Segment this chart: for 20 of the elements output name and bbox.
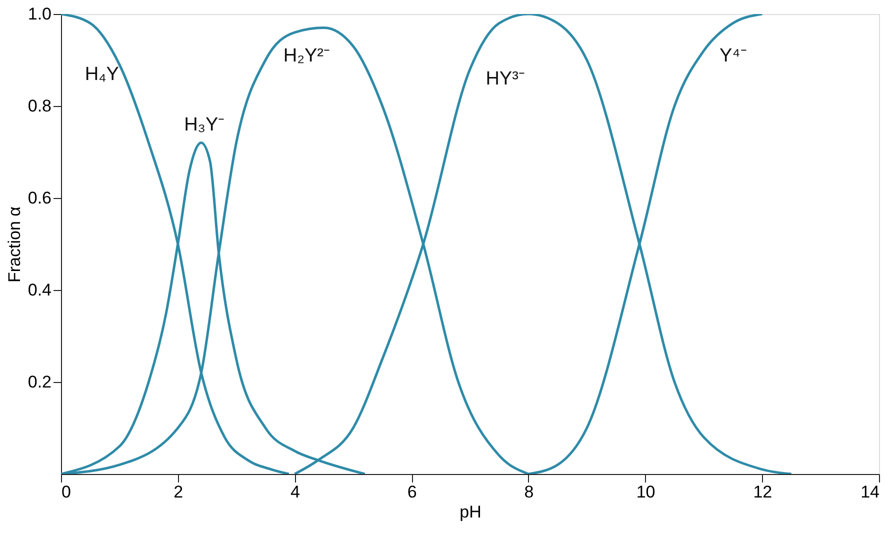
x-axis-title: pH: [460, 502, 482, 522]
series-label: H₄Y: [84, 64, 120, 85]
series-label: HY³⁻: [486, 68, 524, 90]
y-tick-label: 0.2: [28, 372, 52, 392]
y-tick-label: 0.6: [28, 188, 52, 208]
x-tick-label: 10: [636, 482, 656, 502]
y-tick-label: 1.0: [28, 4, 52, 24]
x-tick-label: 12: [753, 482, 772, 502]
x-tick-label: 6: [407, 482, 417, 502]
series-label: Y⁴⁻: [720, 45, 746, 66]
x-tick-label: 14: [860, 482, 880, 502]
series-label: H₃Y⁻: [184, 114, 224, 136]
x-tick-label: 4: [290, 482, 300, 502]
series-label: H₂Y²⁻: [283, 45, 330, 66]
y-tick-label: 0.8: [28, 96, 52, 116]
x-tick-label: 0: [62, 482, 71, 502]
x-tick-label: 8: [524, 482, 534, 502]
x-tick-label: 2: [174, 482, 184, 502]
y-tick-label: 0.4: [28, 280, 52, 300]
y-axis-title: Fraction α: [4, 206, 24, 282]
